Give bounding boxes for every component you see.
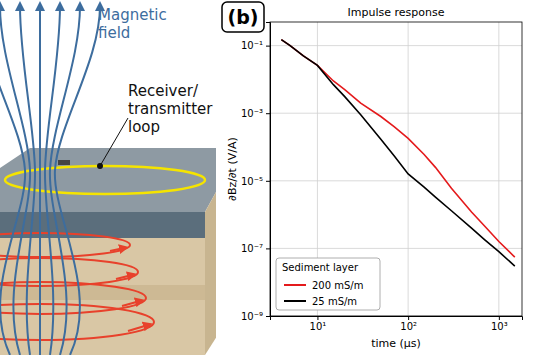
grid-line-y (270, 248, 522, 249)
legend-title: Sediment layer (282, 262, 359, 273)
x-tick-label: 10¹ (310, 321, 327, 332)
x-axis-title: time (μs) (371, 337, 421, 350)
y-tick-label: 10⁻³ (241, 108, 263, 119)
current-arrow (122, 301, 140, 306)
panel-label-box (222, 2, 264, 32)
x-tick-mark (499, 316, 500, 320)
diagram-label: Receiver/transmitterloop (128, 82, 213, 136)
x-tick: 10² (400, 316, 417, 332)
y-tick: 10⁻³ (241, 108, 270, 119)
current-arrow (128, 325, 148, 331)
field-line (0, 6, 30, 355)
diagram (0, 6, 216, 355)
y-axis-title: ∂Bz/∂t (V/A) (226, 137, 239, 201)
y-tick-mark (266, 113, 270, 114)
field-line (45, 6, 60, 355)
diagram-label-line: transmitter (128, 100, 213, 118)
x-axis-line (271, 317, 523, 321)
y-tick-label: 10⁻⁵ (241, 176, 263, 187)
legend: Sediment layer 200 mS/m 25 mS/m (276, 258, 380, 310)
y-axis-line (266, 23, 271, 317)
y-tick-label: 10⁻⁷ (241, 243, 263, 254)
panel-label: (b) (228, 6, 259, 28)
diagram-label-line: Receiver/ (128, 82, 199, 100)
legend-box (276, 258, 380, 310)
plot-frame (270, 22, 522, 316)
diagram-label-line: field (98, 24, 130, 42)
side-face (205, 148, 216, 355)
x-tick-mark (317, 316, 318, 320)
y-tick-label: 10⁻¹ (241, 40, 263, 51)
x-tick: 10¹ (310, 316, 327, 332)
x-tick-label: 10² (400, 321, 417, 332)
y-tick-mark (266, 248, 270, 249)
series-line (281, 40, 514, 266)
x-tick: 10³ (491, 316, 508, 332)
chart-background (216, 0, 537, 355)
water-surface (0, 148, 216, 212)
y-tick: 10⁻⁷ (241, 243, 270, 254)
grid (270, 22, 522, 316)
field-line (39, 6, 41, 355)
grid-line-y (270, 180, 522, 181)
chart-title: Impulse response (348, 6, 445, 19)
series-group (281, 40, 514, 266)
legend-swatch (284, 284, 306, 286)
legend-swatch (284, 300, 306, 302)
diagram-label: Magneticfield (98, 6, 167, 42)
field-line (55, 6, 100, 355)
y-tick-mark (266, 181, 270, 182)
current-arrow (110, 248, 124, 251)
diagram-label-line: loop (128, 118, 160, 136)
y-tick-mark (266, 46, 270, 47)
grid-line-y (270, 45, 522, 46)
diagram-label-line: Magnetic (98, 6, 167, 24)
grid-line-x (408, 22, 409, 316)
y-tick: 10⁻⁵ (241, 176, 270, 187)
leader-line (100, 118, 128, 166)
y-tick: 10⁻⁹ (241, 311, 270, 322)
grid-line-y (270, 113, 522, 114)
legend-label: 25 mS/m (312, 296, 357, 307)
y-axis: 10⁻⁹ 10⁻⁷ 10⁻⁵ 10⁻³ 10⁻¹ (241, 23, 271, 322)
y-tick-mark (266, 316, 270, 317)
x-axis: 10¹ 10² 10³ (271, 316, 523, 332)
sediment-band (0, 285, 205, 300)
series-line (281, 40, 514, 258)
current-arrow (116, 275, 132, 279)
x-tick-label: 10³ (491, 321, 508, 332)
grid-line-x (498, 22, 499, 316)
y-tick: 10⁻¹ (241, 40, 270, 51)
figure: Magneticfield Receiver/transmitterloop (b)… (0, 0, 537, 355)
y-tick-label: 10⁻⁹ (241, 311, 263, 322)
legend-label: 200 mS/m (312, 280, 363, 291)
x-tick-mark (408, 316, 409, 320)
boat (58, 160, 70, 165)
field-line (20, 6, 35, 355)
